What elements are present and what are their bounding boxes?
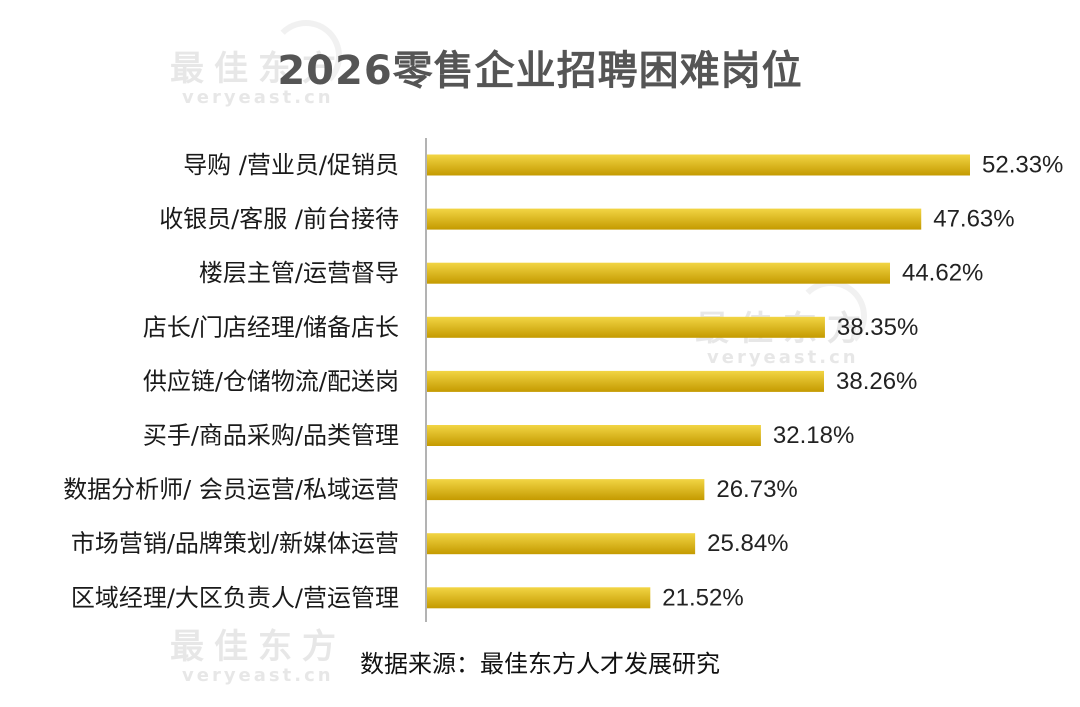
category-label-7: 市场营销/品牌策划/新媒体运营 xyxy=(71,530,399,558)
category-label-0: 导购 /营业员/促销员 xyxy=(183,151,399,179)
bar-0 xyxy=(427,154,970,176)
value-label-7: 25.84% xyxy=(707,530,788,557)
bar-5 xyxy=(427,425,761,446)
bar-7 xyxy=(427,533,696,555)
category-label-2: 楼层主管/运营督导 xyxy=(199,259,399,287)
category-label-3: 店长/门店经理/储备店长 xyxy=(143,313,399,341)
value-label-5: 32.18% xyxy=(773,422,854,449)
chart-title: 2026零售企业招聘困难岗位 xyxy=(277,48,803,94)
value-label-6: 26.73% xyxy=(716,476,797,503)
category-label-5: 买手/商品采购/品类管理 xyxy=(143,422,399,450)
category-label-6: 数据分析师/ 会员运营/私域运营 xyxy=(63,476,399,504)
category-label-8: 区域经理/大区负责人/营运管理 xyxy=(71,584,399,612)
value-label-4: 38.26% xyxy=(836,368,917,395)
value-label-1: 47.63% xyxy=(933,206,1014,233)
category-label-1: 收银员/客服 /前台接待 xyxy=(159,205,399,233)
value-label-2: 44.62% xyxy=(902,260,983,287)
value-label-8: 21.52% xyxy=(662,584,743,611)
value-label-3: 38.35% xyxy=(837,314,918,341)
bar-3 xyxy=(427,316,825,338)
bar-1 xyxy=(427,208,922,230)
category-label-4: 供应链/仓储物流/配送岗 xyxy=(143,367,399,395)
bar-6 xyxy=(427,479,705,501)
bar-2 xyxy=(427,262,890,284)
bar-4 xyxy=(427,370,825,392)
value-label-0: 52.33% xyxy=(982,152,1063,179)
bar-8 xyxy=(427,587,651,609)
source-note: 数据来源：最佳东方人才发展研究 xyxy=(360,650,720,678)
